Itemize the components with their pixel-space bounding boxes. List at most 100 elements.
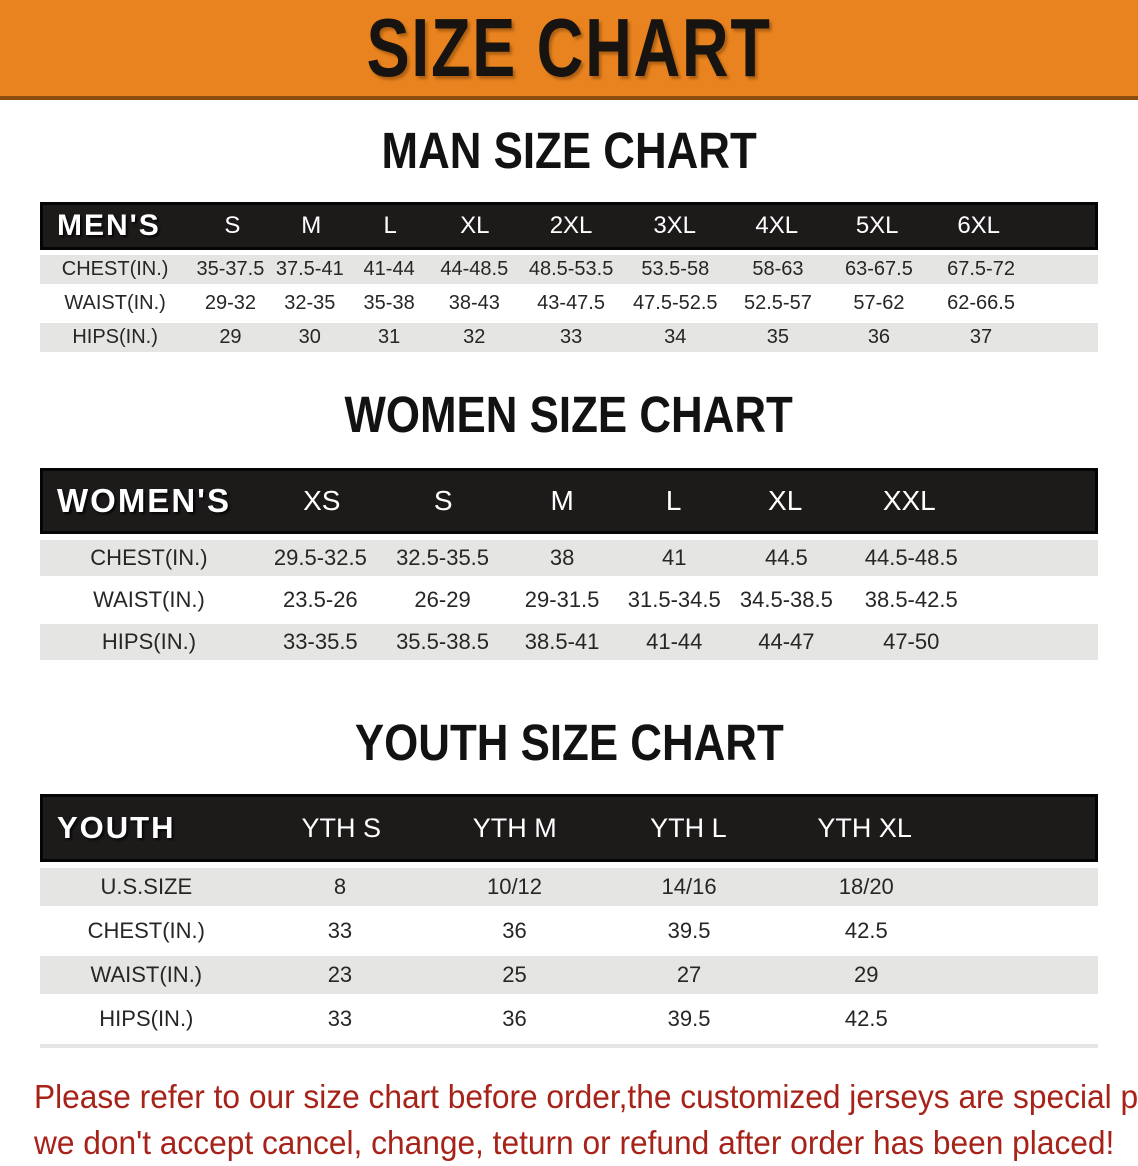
size-value-cell: 23.5-26 [283, 587, 358, 612]
size-value-cell: 39.5 [667, 918, 711, 943]
size-value-cell: 57-62 [853, 292, 905, 314]
disclaimer-line-2: we don't accept cancel, change, teturn o… [34, 1124, 1115, 1161]
size-value-cell: 29.5-32.5 [273, 545, 367, 570]
size-value-cell: 23 [327, 962, 353, 987]
size-value-cell: 32 [463, 326, 486, 348]
womens-size-table: WOMEN'S XS S M L XL XXL CHEST(IN.) 29.5-32.5 32.5… [40, 468, 1098, 660]
size-value-cell: 42.5 [844, 1006, 888, 1031]
size-chart-title: SIZE CHART [366, 1, 772, 94]
size-value-cell: 35-38 [363, 292, 415, 314]
size-value-cell: 34 [664, 326, 687, 348]
measure-row-label: WAIST(IN.) [64, 292, 166, 314]
size-value-cell: 36 [502, 1006, 527, 1031]
size-column-header: 4XL [755, 212, 799, 239]
size-value-cell: 33 [327, 1006, 353, 1031]
size-value-cell: 14/16 [661, 874, 717, 899]
table-row: WAIST(IN.) 29-32 32-35 35-38 38-43 43-47.5 47.… [40, 289, 1098, 318]
size-column-header: YTH S [301, 812, 381, 843]
size-value-cell: 44-48.5 [440, 258, 509, 280]
size-value-cell: 27 [676, 962, 702, 987]
size-value-cell: 62-66.5 [947, 292, 1015, 314]
size-value-cell: 63-67.5 [845, 258, 913, 280]
size-chart-banner: SIZE CHART [0, 0, 1138, 100]
size-column-header: YTH L [650, 812, 727, 843]
size-column-header: L [665, 485, 682, 516]
table-row: CHEST(IN.) 33 36 39.5 42.5 [40, 912, 1098, 950]
measure-row-label: HIPS(IN.) [99, 1006, 194, 1031]
size-column-header: 3XL [653, 212, 697, 239]
size-column-header: 2XL [549, 212, 593, 239]
size-value-cell: 8 [333, 874, 347, 899]
size-value-cell: 18/20 [838, 874, 894, 899]
size-value-cell: 42.5 [844, 918, 888, 943]
table-row: CHEST(IN.) 35-37.5 37.5-41 41-44 44-48.5 48.5… [40, 255, 1098, 284]
size-value-cell: 44-47 [758, 629, 815, 654]
size-value-cell: 39.5 [667, 1006, 711, 1031]
size-value-cell: 41-44 [363, 258, 415, 280]
size-value-cell: 38-43 [448, 292, 500, 314]
youth-section-heading: YOUTH SIZE CHART [354, 714, 784, 771]
size-value-cell: 67.5-72 [947, 258, 1015, 280]
table-row: WAIST(IN.) 23 25 27 29 [40, 956, 1098, 994]
size-value-cell: 33 [559, 326, 583, 348]
size-column-header: M [550, 485, 574, 516]
size-value-cell: 58-63 [752, 258, 804, 280]
size-value-cell: 10/12 [486, 874, 543, 899]
table-row: HIPS(IN.) 29 30 31 32 33 34 35 36 37 [40, 323, 1098, 352]
size-value-cell: 38.5-42.5 [864, 587, 958, 612]
size-value-cell: 30 [298, 326, 321, 348]
size-value-cell: 31.5-34.5 [627, 587, 721, 612]
measure-row-label: U.S.SIZE [100, 874, 193, 899]
size-value-cell: 37.5-41 [275, 258, 344, 280]
group-label: MEN'S [57, 209, 161, 242]
size-value-cell: 53.5-58 [641, 258, 710, 280]
youth-size-table: YOUTH YTH S YTH M YTH L YTH XL U.S.SIZE 8 10/12… [40, 794, 1098, 1048]
table-row: U.S.SIZE 8 10/12 14/16 18/20 [40, 868, 1098, 906]
size-value-cell: 29-31.5 [524, 587, 600, 612]
size-value-cell: 29 [854, 962, 879, 987]
size-column-header: L [383, 212, 397, 239]
measure-row-label: CHEST(IN.) [61, 258, 169, 280]
size-value-cell: 35-37.5 [196, 258, 265, 280]
disclaimer-text: Please refer to our size chart before or… [34, 1074, 1138, 1166]
size-value-cell: 52.5-57 [743, 292, 812, 314]
size-column-header: XL [768, 485, 803, 516]
size-value-cell: 26-29 [414, 587, 471, 612]
measure-row-label: CHEST(IN.) [90, 545, 208, 570]
table-row: WAIST(IN.) 23.5-26 26-29 29-31.5 31.5-34.5 34… [40, 582, 1098, 618]
table-header-row: MEN'S S M L XL 2XL 3XL 4XL 5XL 6XL [40, 202, 1098, 250]
measure-row-label: HIPS(IN.) [72, 326, 158, 348]
size-value-cell: 43-47.5 [537, 292, 605, 314]
size-column-header: XL [460, 212, 490, 239]
size-value-cell: 36 [502, 918, 527, 943]
size-column-header: 5XL [855, 212, 899, 239]
measure-row-label: WAIST(IN.) [93, 587, 205, 612]
size-column-header: XXL [882, 485, 936, 516]
measure-row-label: WAIST(IN.) [90, 962, 203, 987]
group-label: YOUTH [57, 810, 176, 845]
table-row: HIPS(IN.) 33-35.5 35.5-38.5 38.5-41 41-44 44-… [40, 624, 1098, 660]
group-label: WOMEN'S [57, 482, 232, 519]
size-value-cell: 32-35 [284, 292, 336, 314]
size-value-cell: 47.5-52.5 [633, 292, 718, 314]
table-header-row: WOMEN'S XS S M L XL XXL [40, 468, 1098, 534]
table-header-row: YOUTH YTH S YTH M YTH L YTH XL [40, 794, 1098, 862]
disclaimer-line-1: Please refer to our size chart before or… [34, 1078, 1138, 1115]
size-value-cell: 38 [549, 545, 575, 570]
size-value-cell: 44.5-48.5 [864, 545, 958, 570]
size-value-cell: 44.5 [764, 545, 808, 570]
size-column-header: YTH M [472, 812, 557, 843]
size-value-cell: 35.5-38.5 [396, 629, 490, 654]
table-row: CHEST(IN.) 29.5-32.5 32.5-35.5 38 41 44.5 44.5… [40, 540, 1098, 576]
size-column-header: S [224, 212, 241, 239]
size-column-header: 6XL [957, 212, 1001, 239]
size-column-header: XS [303, 485, 341, 516]
size-value-cell: 37 [969, 326, 993, 348]
size-value-cell: 33-35.5 [283, 629, 358, 654]
size-value-cell: 47-50 [883, 629, 940, 654]
mens-size-table: MEN'S S M L XL 2XL 3XL 4XL 5XL 6XL CHEST(IN.) 35-37… [40, 202, 1098, 352]
size-value-cell: 35 [766, 326, 790, 348]
women-section-heading: WOMEN SIZE CHART [344, 386, 794, 443]
size-value-cell: 32.5-35.5 [396, 545, 490, 570]
size-value-cell: 29-32 [204, 292, 257, 314]
